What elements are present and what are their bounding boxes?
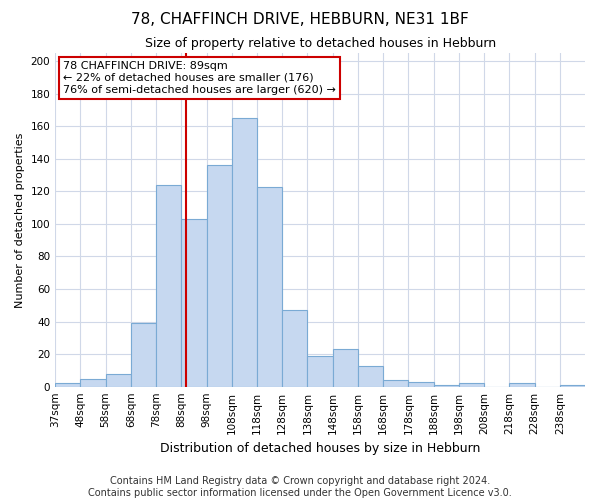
Bar — [459, 384, 484, 386]
Y-axis label: Number of detached properties: Number of detached properties — [15, 132, 25, 308]
Bar — [106, 374, 131, 386]
Bar — [307, 356, 332, 386]
Text: 78 CHAFFINCH DRIVE: 89sqm
← 22% of detached houses are smaller (176)
76% of semi: 78 CHAFFINCH DRIVE: 89sqm ← 22% of detac… — [63, 62, 336, 94]
Bar — [282, 310, 307, 386]
Bar — [206, 166, 232, 386]
Bar — [509, 384, 535, 386]
Bar — [131, 323, 156, 386]
Bar — [55, 384, 80, 386]
Bar — [232, 118, 257, 386]
Text: 78, CHAFFINCH DRIVE, HEBBURN, NE31 1BF: 78, CHAFFINCH DRIVE, HEBBURN, NE31 1BF — [131, 12, 469, 28]
Bar — [257, 186, 282, 386]
Bar — [358, 366, 383, 386]
Bar — [80, 378, 106, 386]
Bar — [560, 385, 585, 386]
Bar — [434, 385, 459, 386]
Bar — [181, 219, 206, 386]
Bar — [383, 380, 409, 386]
Bar — [156, 185, 181, 386]
Text: Contains HM Land Registry data © Crown copyright and database right 2024.
Contai: Contains HM Land Registry data © Crown c… — [88, 476, 512, 498]
Bar — [409, 382, 434, 386]
Title: Size of property relative to detached houses in Hebburn: Size of property relative to detached ho… — [145, 38, 496, 51]
Bar — [332, 349, 358, 387]
X-axis label: Distribution of detached houses by size in Hebburn: Distribution of detached houses by size … — [160, 442, 480, 455]
